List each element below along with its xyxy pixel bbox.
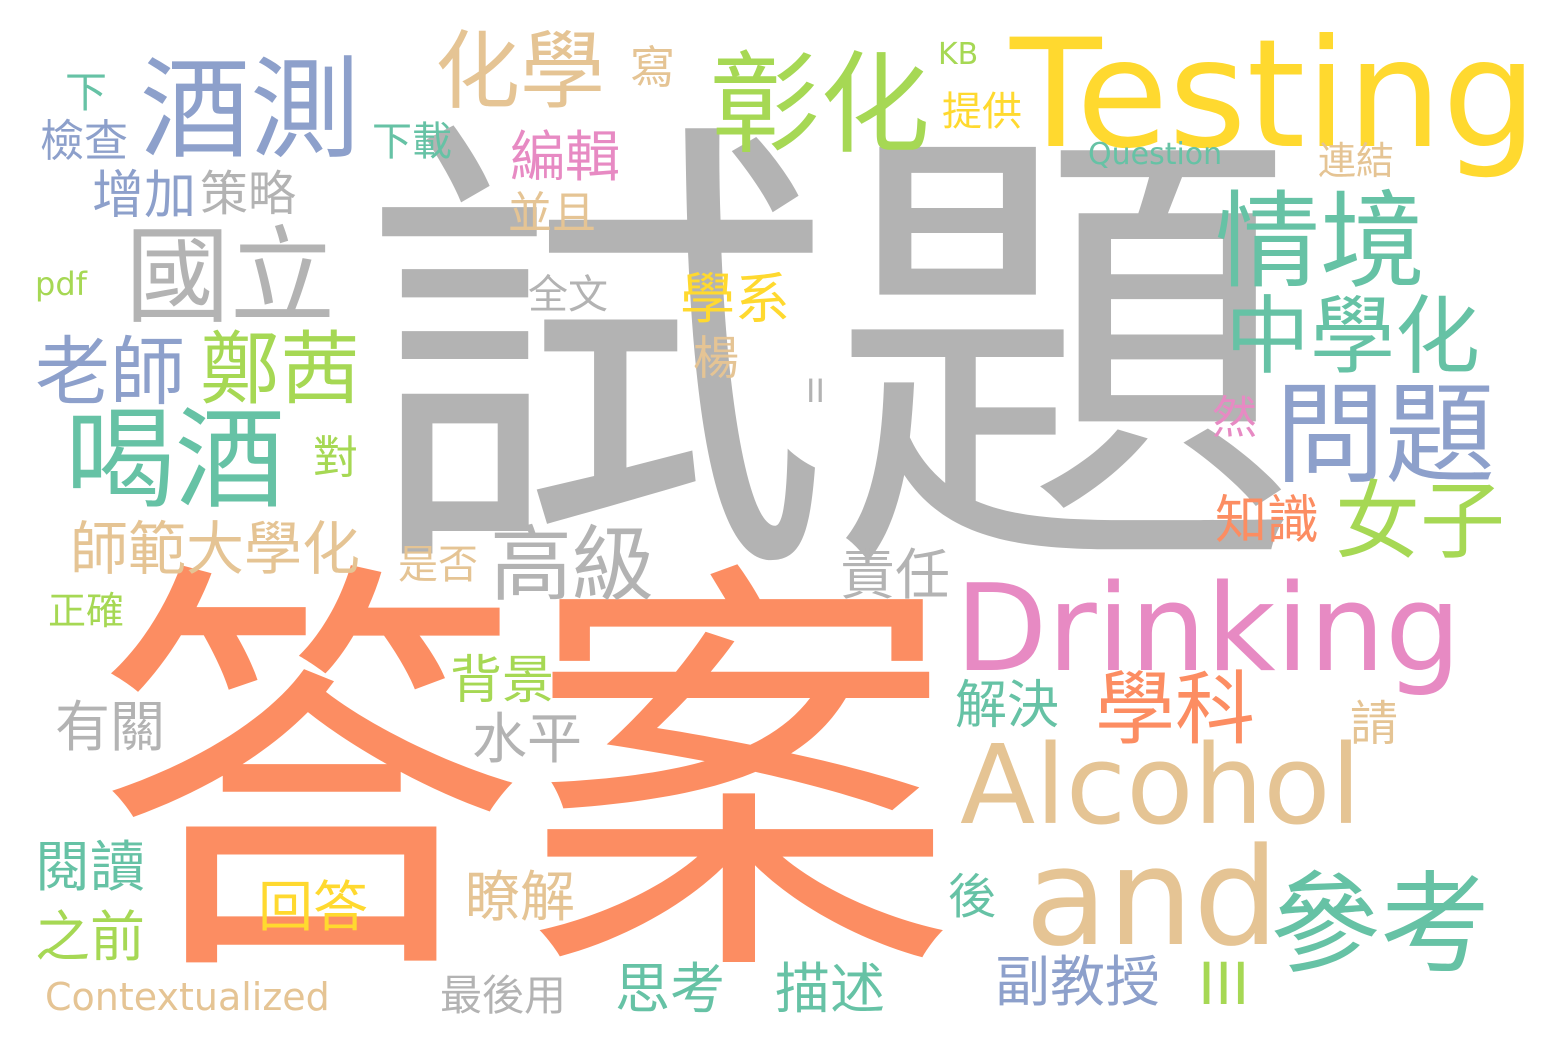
word-daan: 答案 (95, 530, 955, 1030)
word-jiancha: 檢查 (40, 116, 128, 167)
word-laoshi: 老師 (35, 328, 186, 416)
word-yang: 楊 (693, 331, 739, 385)
word-celue: 策略 (200, 166, 297, 222)
word-contextualized: Contextualized (45, 975, 330, 1019)
word-kb: KB (938, 37, 979, 72)
word-shifandaxuehua: 師範大學化 (70, 515, 361, 583)
word-pdf: pdf (35, 265, 87, 303)
word-zhiqian: 之前 (35, 905, 146, 969)
word-wenti: 問題 (1275, 371, 1495, 499)
word-hejiu: 喝酒 (65, 396, 285, 524)
word-xuexi: 學系 (680, 267, 791, 331)
word-quanwen: 全文 (528, 272, 608, 318)
word-xueke: 學科 (1095, 663, 1255, 756)
word-zhanghua: 彰化 (710, 41, 930, 169)
word-iii: III (1198, 950, 1250, 1018)
word-xie: 寫 (630, 41, 676, 94)
word-ran: 然 (1212, 391, 1258, 444)
word-gaoji: 高級 (490, 518, 655, 613)
word-zhishi: 知識 (1215, 491, 1320, 551)
word-miaoshu: 描述 (775, 957, 886, 1021)
word-zhengqian: 鄭茜 (200, 323, 360, 416)
word-zuihouyong: 最後用 (440, 971, 567, 1020)
word-zeren: 責任 (840, 543, 951, 607)
word-lianjie: 連結 (1318, 139, 1395, 183)
word-qing: 請 (1350, 696, 1399, 752)
word-xiazai: 下載 (372, 119, 452, 165)
word-bingqie: 並且 (508, 188, 596, 239)
word-huida: 回答 (258, 875, 369, 939)
word-beijing: 背景 (450, 651, 555, 711)
word-sikao: 思考 (615, 957, 726, 1021)
word-ii: II (806, 372, 825, 410)
word-xia: 下 (65, 68, 108, 117)
word-zhengque: 正確 (48, 589, 125, 633)
word-cankao: 參考 (1270, 861, 1490, 989)
word-qingjing: 情境 (1215, 181, 1426, 303)
word-bianji: 編輯 (510, 125, 621, 189)
word-liaojie: 瞭解 (465, 865, 576, 929)
word-dui: 對 (313, 431, 359, 484)
word-drinking: Drinking (955, 560, 1462, 699)
word-alcohol: Alcohol (960, 721, 1362, 849)
word-guoli: 國立 (125, 216, 336, 338)
word-testing: Testing (1010, 8, 1538, 182)
word-question: Question (1088, 137, 1223, 172)
word-youguan: 有關 (55, 695, 166, 759)
word-fujiaoshou: 副教授 (995, 950, 1161, 1014)
word-huaxue: 化學 (435, 23, 606, 122)
word-jiejue: 解決 (955, 676, 1060, 736)
word-jiuce: 酒測 (140, 46, 360, 174)
word-shiti: 試題 (360, 86, 1300, 633)
word-and: and (1025, 819, 1279, 976)
word-shuiping: 水平 (472, 707, 583, 771)
word-tigong: 提供 (942, 89, 1022, 135)
word-yuedu: 閱讀 (35, 835, 146, 899)
word-shifou: 是否 (398, 542, 478, 588)
word-zhongxuehua: 中學化 (1225, 288, 1481, 387)
word-hou: 後 (948, 869, 997, 925)
word-nuzi: 女子 (1335, 473, 1506, 572)
word-zengjia: 增加 (92, 166, 197, 226)
